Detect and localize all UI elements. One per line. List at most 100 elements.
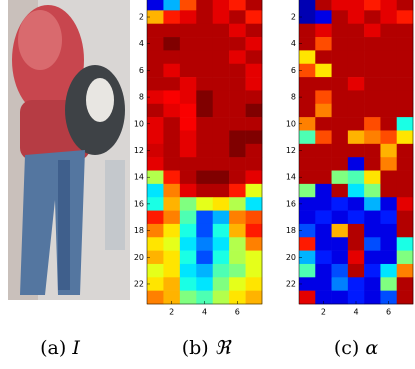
heatmap-cell [299, 10, 316, 24]
heatmap-cell [229, 0, 246, 11]
y-tick-label: 10 [134, 119, 144, 128]
heatmap-cell [380, 290, 398, 305]
heatmap-cell [331, 223, 349, 238]
caption-symbol: ℜ [215, 337, 232, 359]
heatmap-cell [299, 197, 316, 211]
heatmap-cell [212, 170, 230, 185]
heatmap-cell [364, 197, 381, 211]
heatmap-cell [396, 197, 414, 211]
heatmap-cell [364, 0, 381, 11]
heatmap-cell [331, 37, 349, 51]
heatmap-cell [179, 0, 197, 11]
heatmap-cell [396, 90, 414, 105]
heatmap-cell [364, 290, 381, 305]
heatmap-cell [229, 143, 246, 158]
heatmap-cell [245, 0, 263, 11]
heatmap-cell [347, 143, 365, 158]
heatmap-cell [163, 143, 181, 158]
heatmap-cell [196, 277, 214, 291]
heatmap-cell [380, 130, 398, 145]
heatmap-cell [229, 237, 246, 251]
heatmap-cell [380, 103, 398, 118]
heatmap-cell [331, 23, 349, 38]
heatmap-cell [347, 183, 365, 198]
heatmap-cell [229, 50, 246, 65]
caption-symbol: α [365, 337, 378, 359]
y-tick-label: 2 [291, 13, 296, 22]
heatmap-cell [163, 263, 181, 278]
heatmap-cell [245, 210, 263, 225]
heatmap-cell [299, 77, 316, 91]
heatmap-cell [315, 237, 332, 251]
heatmap-cell [396, 117, 414, 131]
heatmap-cell [347, 197, 365, 211]
heatmap-cell [196, 197, 214, 211]
heatmap-cell [212, 183, 230, 198]
heatmap-cell [315, 117, 332, 131]
heatmap-cell [364, 10, 381, 24]
heatmap-cell [179, 263, 197, 278]
heatmap-cell [196, 103, 214, 118]
heatmap-cell [396, 290, 414, 305]
heatmap-cell [179, 143, 197, 158]
heatmap-cell [147, 157, 164, 171]
heatmap-cell [147, 210, 164, 225]
heatmap-cell [315, 37, 332, 51]
heatmap-cell [179, 10, 197, 24]
heatmap-cell [347, 90, 365, 105]
heatmap-cell [229, 157, 246, 171]
heatmap [299, 0, 414, 305]
heatmap-cell [347, 117, 365, 131]
heatmap-cell [212, 237, 230, 251]
heatmap-cell [364, 277, 381, 291]
heatmap-cell [380, 183, 398, 198]
heatmap-cell [196, 263, 214, 278]
heatmap-cell [364, 50, 381, 65]
caption: (c) α [334, 337, 379, 359]
heatmap-cell [163, 50, 181, 65]
heatmap-cell [163, 130, 181, 145]
heatmap-cell [396, 130, 414, 145]
y-tick-label: 14 [286, 173, 296, 182]
heatmap-cell [212, 77, 230, 91]
heatmap-cell [299, 237, 316, 251]
heatmap-cell [364, 103, 381, 118]
heatmap-cell [147, 117, 164, 131]
heatmap-cell [364, 143, 381, 158]
heatmap-cell [163, 157, 181, 171]
heatmap-cell [196, 223, 214, 238]
heatmap-cell [245, 290, 263, 305]
heatmap-cell [179, 117, 197, 131]
heatmap-cell [380, 250, 398, 265]
heatmap-cell [229, 117, 246, 131]
heatmap-cell [315, 210, 332, 225]
heatmap-cell [147, 10, 164, 24]
heatmap-cell [299, 103, 316, 118]
heatmap-cell [179, 37, 197, 51]
heatmap-cell [364, 210, 381, 225]
y-tick-label: 16 [134, 199, 144, 208]
heatmap-cell [212, 0, 230, 11]
heatmap-cell [147, 277, 164, 291]
heatmap [147, 0, 263, 305]
heatmap-cell [179, 157, 197, 171]
heatmap-cell [380, 0, 398, 11]
heatmap-cell [196, 183, 214, 198]
x-tick-label: 4 [202, 308, 207, 317]
heatmap-cell [315, 263, 332, 278]
heatmap-cell [179, 290, 197, 305]
heatmap-cell [347, 223, 365, 238]
heatmap-cell [396, 157, 414, 171]
heatmap-cell [245, 170, 263, 185]
heatmap-cell [347, 277, 365, 291]
heatmap-cell [196, 63, 214, 78]
heatmap-cell [315, 143, 332, 158]
heatmap-cell [315, 50, 332, 65]
x-tick-label: 4 [353, 308, 358, 317]
heatmap-cell [331, 130, 349, 145]
heatmap-cell [396, 77, 414, 91]
heatmap-cell [229, 197, 246, 211]
heatmap-cell [331, 103, 349, 118]
